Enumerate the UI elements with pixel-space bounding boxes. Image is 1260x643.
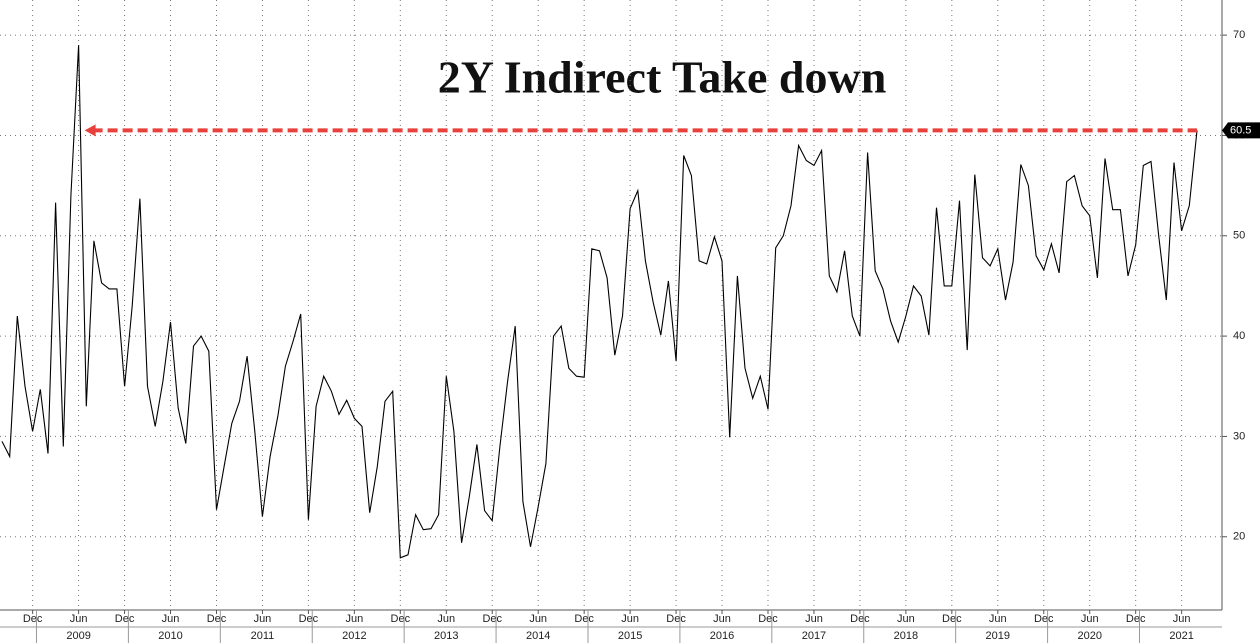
x-tick-label: Dec <box>115 613 135 625</box>
year-label: 2021 <box>1169 630 1193 642</box>
x-tick-label: Dec <box>666 613 686 625</box>
x-tick-label: Dec <box>482 613 502 625</box>
x-tick-label: Dec <box>574 613 594 625</box>
x-tick-label: Jun <box>345 613 363 625</box>
x-tick-label: Dec <box>299 613 319 625</box>
x-tick-label: Dec <box>207 613 227 625</box>
x-tick-label: Dec <box>942 613 962 625</box>
x-tick-label: Jun <box>897 613 915 625</box>
x-tick-label: Jun <box>805 613 823 625</box>
y-tick-label: 20 <box>1233 531 1245 543</box>
year-label: 2017 <box>802 630 826 642</box>
year-label: 2018 <box>894 630 918 642</box>
x-tick-label: Jun <box>1173 613 1191 625</box>
x-tick-label: Jun <box>70 613 88 625</box>
last-value-box <box>1222 122 1260 139</box>
x-tick-label: Dec <box>1034 613 1054 625</box>
x-tick-label: Jun <box>254 613 272 625</box>
x-tick-label: Jun <box>989 613 1007 625</box>
x-tick-label: Dec <box>391 613 411 625</box>
y-tick-label: 30 <box>1233 430 1245 442</box>
year-label: 2016 <box>710 630 734 642</box>
data-line <box>1 45 1198 559</box>
x-tick-label: Jun <box>621 613 639 625</box>
year-label: 2010 <box>158 630 182 642</box>
last-value-label: 60.5 <box>1230 124 1251 136</box>
year-label: 2019 <box>986 630 1010 642</box>
year-label: 2009 <box>66 630 90 642</box>
year-label: 2013 <box>434 630 458 642</box>
x-tick-label: Jun <box>162 613 180 625</box>
year-label: 2020 <box>1077 630 1101 642</box>
chart-title: 2Y Indirect Take down <box>438 52 887 103</box>
x-tick-label: Jun <box>1081 613 1099 625</box>
year-label: 2011 <box>251 630 275 642</box>
year-label: 2012 <box>342 630 366 642</box>
y-tick-label: 70 <box>1233 29 1245 41</box>
y-tick-label: 40 <box>1233 330 1245 342</box>
annotation-arrowhead <box>84 124 96 137</box>
y-tick-label: 50 <box>1233 230 1245 242</box>
x-tick-label: Dec <box>850 613 870 625</box>
year-label: 2014 <box>526 630 550 642</box>
x-tick-label: Dec <box>23 613 43 625</box>
x-tick-label: Jun <box>437 613 455 625</box>
x-tick-label: Jun <box>713 613 731 625</box>
x-tick-label: Dec <box>758 613 778 625</box>
year-label: 2015 <box>618 630 642 642</box>
x-tick-label: Dec <box>1126 613 1146 625</box>
x-tick-label: Jun <box>529 613 547 625</box>
